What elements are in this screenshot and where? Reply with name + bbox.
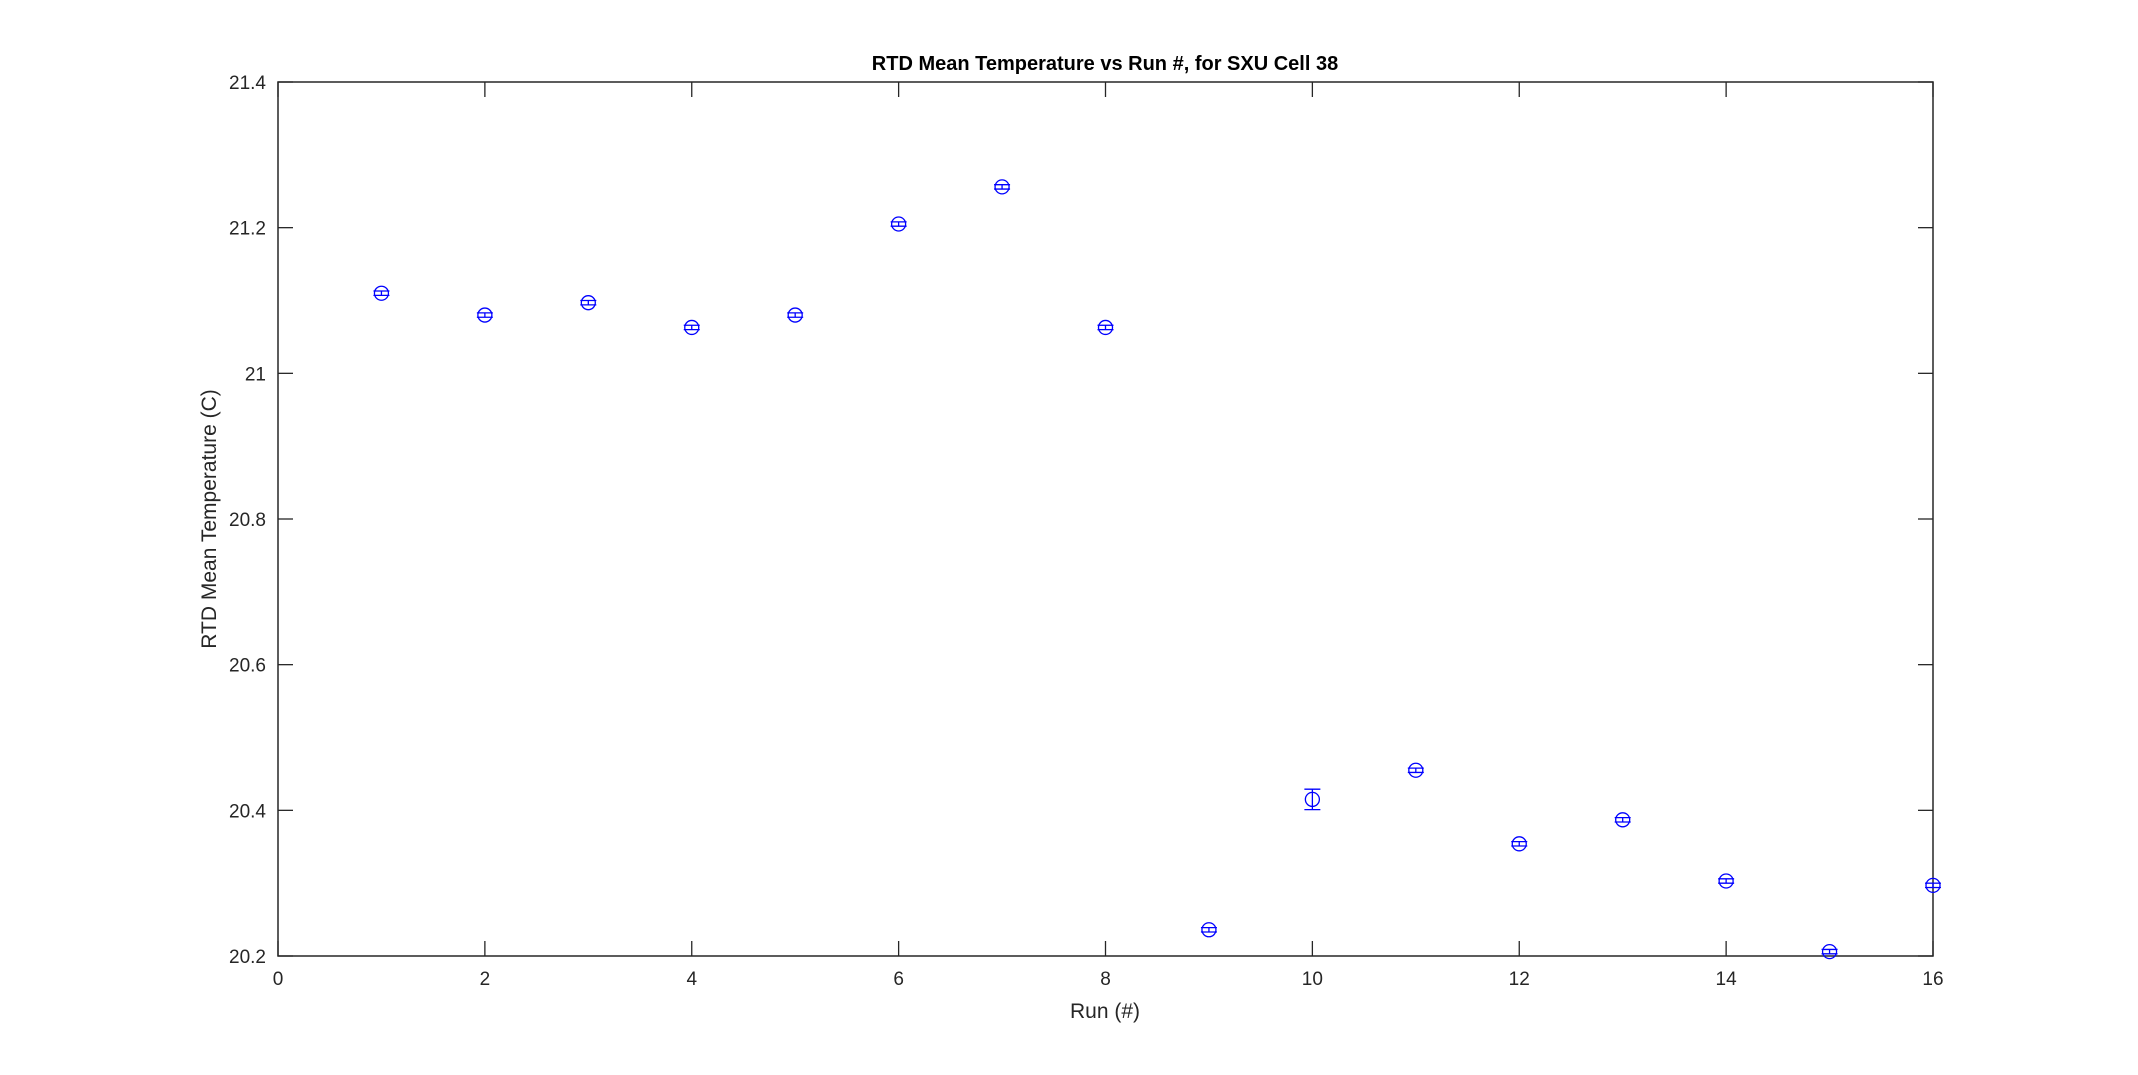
marker-circle <box>1408 762 1424 778</box>
marker-circle <box>1821 943 1838 960</box>
data-points <box>373 179 1941 960</box>
data-point <box>580 295 597 311</box>
data-point <box>476 307 493 323</box>
data-point <box>373 285 390 301</box>
data-point <box>1614 812 1631 828</box>
y-tick-label: 20.2 <box>229 947 266 968</box>
marker-circle <box>1097 319 1114 336</box>
marker-circle <box>1304 791 1321 808</box>
marker-circle <box>1201 922 1217 938</box>
marker-circle <box>580 295 596 311</box>
data-point <box>1821 943 1838 960</box>
data-point <box>1097 319 1114 336</box>
data-point <box>890 216 907 232</box>
marker-circle <box>1615 812 1631 828</box>
x-tick-label: 2 <box>480 969 491 990</box>
data-point <box>1718 873 1735 889</box>
data-point <box>1200 922 1217 938</box>
marker-circle <box>1718 873 1734 889</box>
x-tick-label: 8 <box>1100 969 1111 990</box>
x-tick-label: 6 <box>893 969 904 990</box>
data-point <box>787 307 804 323</box>
y-axis-label: RTD Mean Temperature (C) <box>198 389 221 648</box>
y-tick-label: 20.8 <box>229 510 266 531</box>
data-point <box>1407 762 1424 778</box>
marker-circle <box>890 216 907 232</box>
y-tick-label: 20.4 <box>229 801 266 822</box>
x-tick-label: 4 <box>686 969 697 990</box>
y-tick-label: 21 <box>245 364 266 385</box>
x-tick-label: 10 <box>1302 969 1323 990</box>
data-point <box>1511 836 1528 852</box>
marker-circle <box>684 319 700 336</box>
x-tick-label: 12 <box>1509 969 1530 990</box>
x-tick-label: 0 <box>273 969 284 990</box>
data-point <box>994 179 1011 195</box>
chart-title: RTD Mean Temperature vs Run #, for SXU C… <box>872 53 1338 75</box>
plot-area-box <box>277 81 1934 957</box>
x-axis-label: Run (#) <box>1070 1000 1140 1023</box>
marker-circle <box>787 307 803 323</box>
marker-circle <box>1511 836 1527 852</box>
data-point <box>683 319 700 336</box>
data-point <box>1925 877 1941 894</box>
y-tick-label: 21.2 <box>229 219 266 240</box>
x-tick-label: 14 <box>1716 969 1738 990</box>
y-tick-label: 21.4 <box>229 73 266 94</box>
y-tick-label: 20.6 <box>229 656 266 677</box>
marker-circle <box>1925 877 1941 894</box>
marker-circle <box>994 179 1010 195</box>
data-point <box>1304 788 1321 811</box>
axis-ticks: 0 2 4 6 8 10 12 14 16 20.2 20.4 20.6 20.8 21 21.2 21.4 <box>229 73 1944 990</box>
marker-circle <box>477 307 493 323</box>
x-tick-label: 16 <box>1922 969 1943 990</box>
marker-circle <box>373 285 390 301</box>
